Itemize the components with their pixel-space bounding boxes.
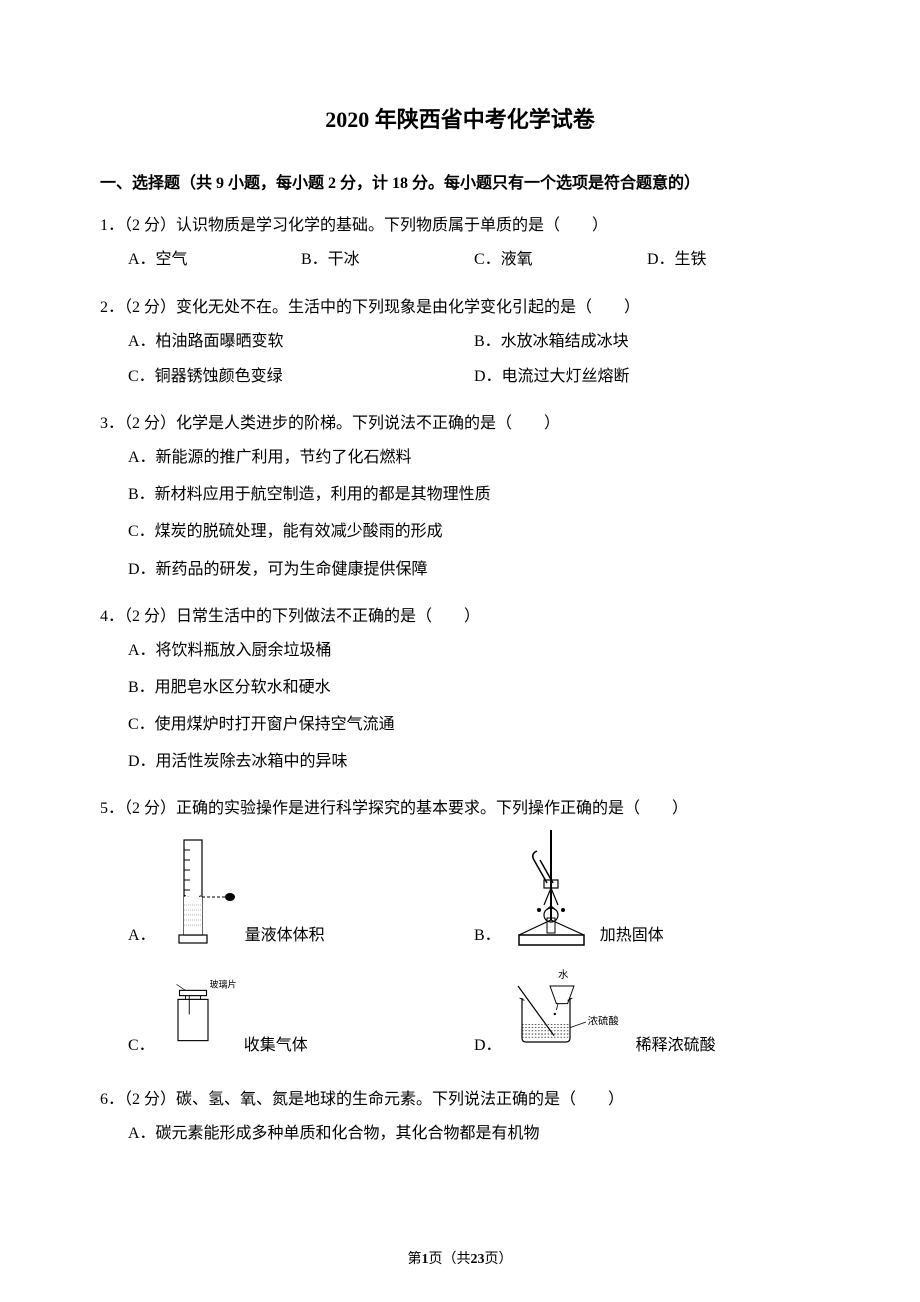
option-d: D．生铁 bbox=[647, 242, 820, 277]
q-number: 2． bbox=[100, 299, 124, 316]
option-caption: 稀释浓硫酸 bbox=[636, 1032, 716, 1061]
footer-prefix: 第 bbox=[408, 1252, 422, 1267]
q-body: 碳、氢、氧、氮是地球的生命元素。下列说法正确的是（ ） bbox=[176, 1091, 624, 1108]
option-d: D．用活性炭除去冰箱中的异味 bbox=[128, 744, 820, 779]
option-c: C．铜器锈蚀颜色变绿 bbox=[128, 359, 474, 394]
diagram-graduated-cylinder-icon bbox=[164, 835, 239, 950]
question-4: 4．（2 分）日常生活中的下列做法不正确的是（ ） A．将饮料瓶放入厨余垃圾桶 … bbox=[100, 601, 820, 780]
option-b: B．用肥皂水区分软水和硬水 bbox=[128, 670, 820, 705]
option-a: A．新能源的推广利用，节约了化石燃料 bbox=[128, 440, 820, 475]
footer-suffix: 页） bbox=[485, 1252, 513, 1267]
question-6: 6．（2 分）碳、氢、氧、氮是地球的生命元素。下列说法正确的是（ ） A．碳元素… bbox=[100, 1084, 820, 1151]
q-body: 日常生活中的下列做法不正确的是（ ） bbox=[176, 608, 480, 625]
question-text: 6．（2 分）碳、氢、氧、氮是地球的生命元素。下列说法正确的是（ ） bbox=[100, 1084, 820, 1116]
options: A．碳元素能形成多种单质和化合物，其化合物都是有机物 bbox=[100, 1116, 820, 1151]
option-label: B． bbox=[474, 922, 501, 951]
options-row-2: C．铜器锈蚀颜色变绿 D．电流过大灯丝熔断 bbox=[100, 359, 820, 394]
image-options: A． 量液体体积 bbox=[100, 825, 820, 1070]
q-points: （2 分） bbox=[124, 1091, 176, 1108]
page-footer: 第1页（共23页） bbox=[0, 1247, 920, 1272]
q-points: （2 分） bbox=[124, 415, 176, 432]
question-text: 2．（2 分）变化无处不在。生活中的下列现象是由化学变化引起的是（ ） bbox=[100, 292, 820, 324]
question-1: 1．（2 分）认识物质是学习化学的基础。下列物质属于单质的是（ ） A．空气 B… bbox=[100, 210, 820, 277]
option-d: D．新药品的研发，可为生命健康提供保障 bbox=[128, 552, 820, 587]
footer-current: 1 bbox=[422, 1252, 429, 1267]
option-c: C．使用煤炉时打开窗户保持空气流通 bbox=[128, 707, 820, 742]
question-3: 3．（2 分）化学是人类进步的阶梯。下列说法不正确的是（ ） A．新能源的推广利… bbox=[100, 408, 820, 587]
question-text: 1．（2 分）认识物质是学习化学的基础。下列物质属于单质的是（ ） bbox=[100, 210, 820, 242]
options-row-1: A．柏油路面曝晒变软 B．水放冰箱结成冰块 bbox=[100, 324, 820, 359]
diagram-gas-collection-icon: 玻璃片 bbox=[163, 965, 238, 1060]
image-option-c: C． 玻璃片 收集气体 bbox=[128, 960, 474, 1060]
option-a: A．柏油路面曝晒变软 bbox=[128, 324, 474, 359]
option-a: A．碳元素能形成多种单质和化合物，其化合物都是有机物 bbox=[128, 1116, 820, 1151]
option-b: B．干冰 bbox=[301, 242, 474, 277]
option-label: A． bbox=[128, 922, 156, 951]
option-c: C．液氧 bbox=[474, 242, 647, 277]
q-number: 1． bbox=[100, 217, 124, 234]
annotation-glass-slide: 玻璃片 bbox=[209, 979, 236, 990]
footer-total: 23 bbox=[471, 1252, 485, 1267]
question-text: 3．（2 分）化学是人类进步的阶梯。下列说法不正确的是（ ） bbox=[100, 408, 820, 440]
image-option-d: D． 水 浓硫酸 稀释浓硫酸 bbox=[474, 960, 820, 1060]
diagram-heating-solid-icon bbox=[509, 825, 594, 950]
image-option-b: B． 加热固体 bbox=[474, 825, 820, 950]
q-points: （2 分） bbox=[124, 217, 176, 234]
diagram-dilute-acid-icon: 水 浓硫酸 bbox=[510, 960, 630, 1060]
footer-mid: 页（共 bbox=[429, 1252, 471, 1267]
image-option-a: A． 量液体体积 bbox=[128, 825, 474, 950]
q-points: （2 分） bbox=[124, 299, 176, 316]
section-header: 一、选择题（共 9 小题，每小题 2 分，计 18 分。每小题只有一个选项是符合… bbox=[100, 170, 820, 199]
q-body: 认识物质是学习化学的基础。下列物质属于单质的是（ ） bbox=[176, 217, 608, 234]
q-number: 4． bbox=[100, 608, 124, 625]
option-b: B．水放冰箱结成冰块 bbox=[474, 324, 820, 359]
q-number: 6． bbox=[100, 1091, 124, 1108]
option-a: A．将饮料瓶放入厨余垃圾桶 bbox=[128, 633, 820, 668]
q-body: 变化无处不在。生活中的下列现象是由化学变化引起的是（ ） bbox=[176, 299, 640, 316]
q-body: 正确的实验操作是进行科学探究的基本要求。下列操作正确的是（ ） bbox=[176, 800, 688, 817]
option-a: A．空气 bbox=[128, 242, 301, 277]
question-5: 5．（2 分）正确的实验操作是进行科学探究的基本要求。下列操作正确的是（ ） A… bbox=[100, 793, 820, 1070]
question-text: 5．（2 分）正确的实验操作是进行科学探究的基本要求。下列操作正确的是（ ） bbox=[100, 793, 820, 825]
option-caption: 加热固体 bbox=[600, 922, 664, 951]
q-number: 5． bbox=[100, 800, 124, 817]
exam-title: 2020 年陕西省中考化学试卷 bbox=[100, 100, 820, 140]
option-label: C． bbox=[128, 1032, 155, 1061]
option-d: D．电流过大灯丝熔断 bbox=[474, 359, 820, 394]
annotation-water: 水 bbox=[558, 969, 569, 981]
option-label: D． bbox=[474, 1032, 502, 1061]
q-number: 3． bbox=[100, 415, 124, 432]
q-points: （2 分） bbox=[124, 800, 176, 817]
option-caption: 收集气体 bbox=[244, 1032, 308, 1061]
option-b: B．新材料应用于航空制造，利用的都是其物理性质 bbox=[128, 477, 820, 512]
q-body: 化学是人类进步的阶梯。下列说法不正确的是（ ） bbox=[176, 415, 560, 432]
q-points: （2 分） bbox=[124, 608, 176, 625]
question-text: 4．（2 分）日常生活中的下列做法不正确的是（ ） bbox=[100, 601, 820, 633]
options: A．将饮料瓶放入厨余垃圾桶 B．用肥皂水区分软水和硬水 C．使用煤炉时打开窗户保… bbox=[100, 633, 820, 780]
options: A．新能源的推广利用，节约了化石燃料 B．新材料应用于航空制造，利用的都是其物理… bbox=[100, 440, 820, 587]
annotation-acid: 浓硫酸 bbox=[587, 1015, 619, 1028]
option-c: C．煤炭的脱硫处理，能有效减少酸雨的形成 bbox=[128, 514, 820, 549]
question-2: 2．（2 分）变化无处不在。生活中的下列现象是由化学变化引起的是（ ） A．柏油… bbox=[100, 292, 820, 394]
options: A．空气 B．干冰 C．液氧 D．生铁 bbox=[100, 242, 820, 277]
option-caption: 量液体体积 bbox=[245, 922, 325, 951]
